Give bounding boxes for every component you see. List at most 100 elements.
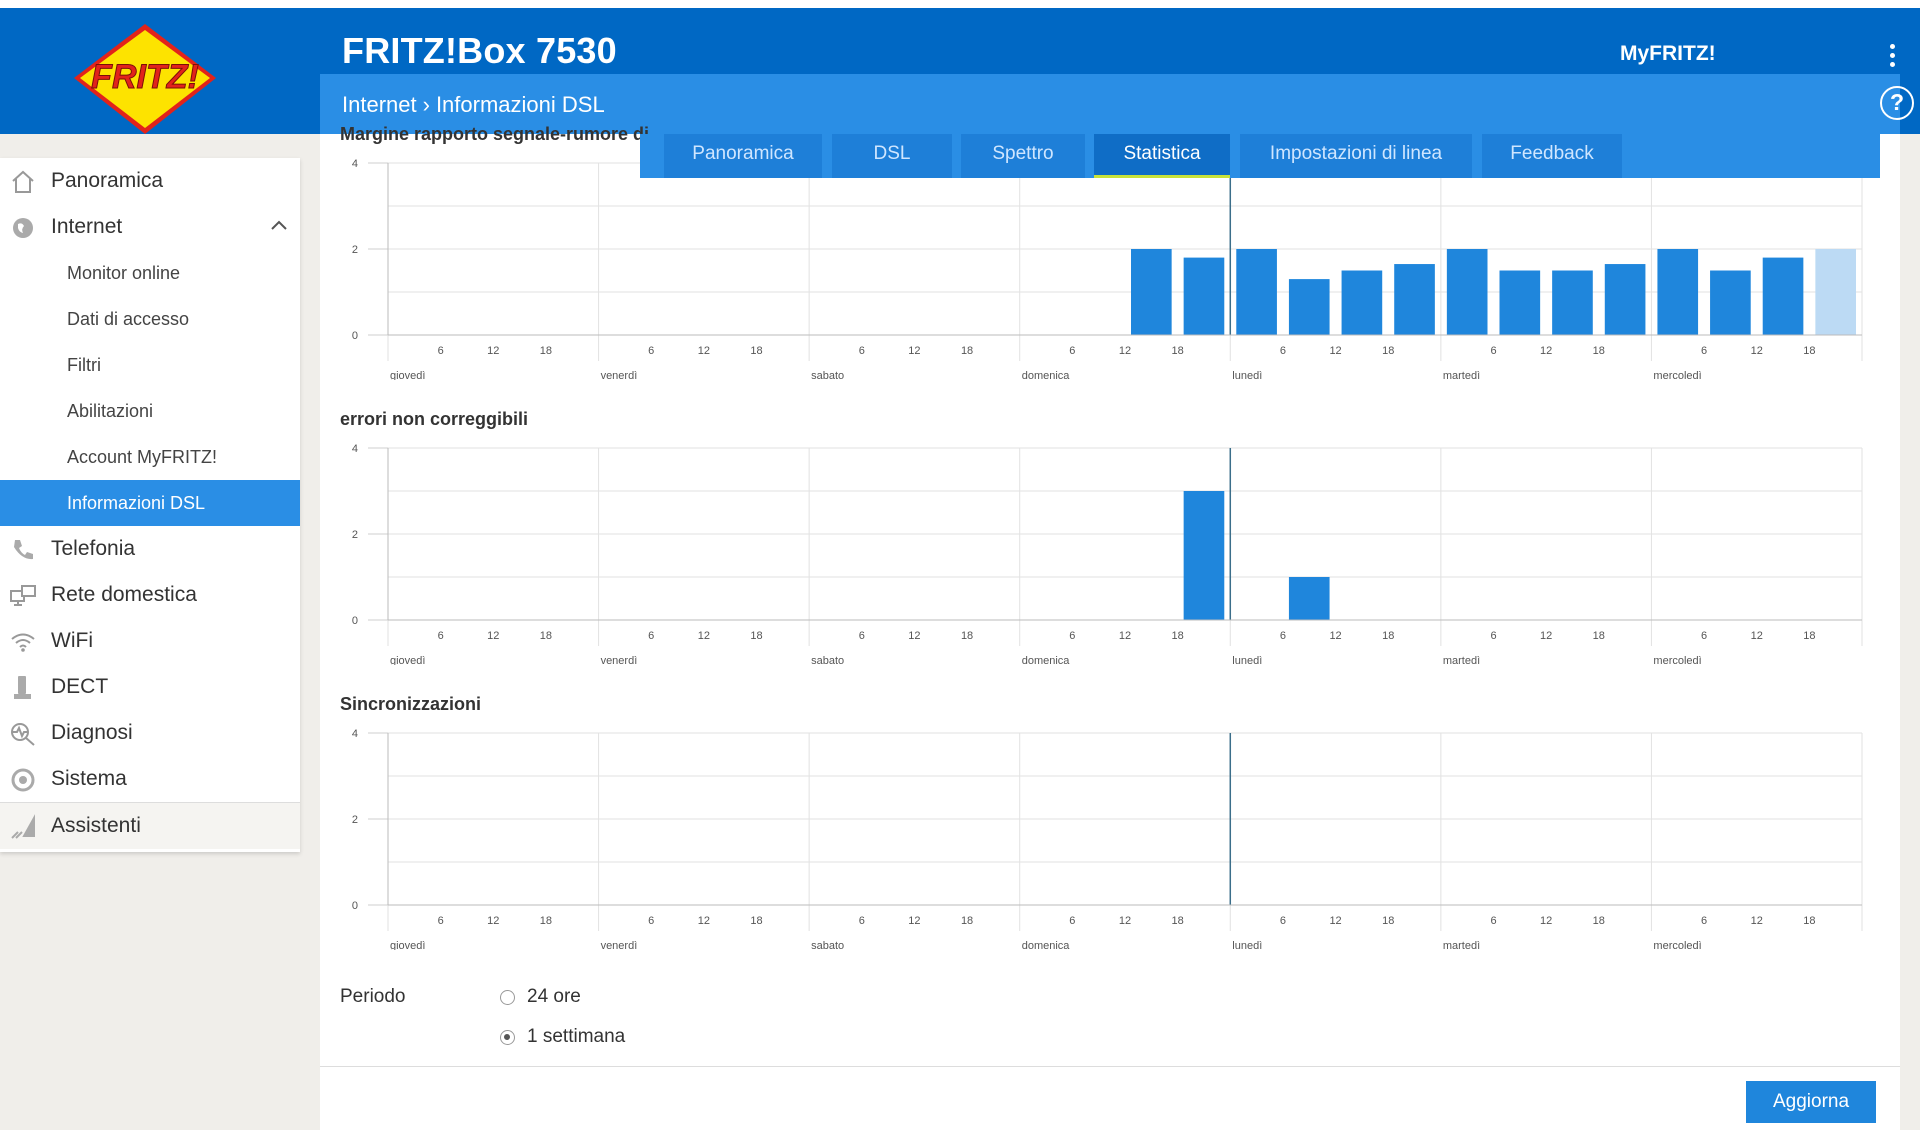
- sidebar-subitem-dati-di-accesso[interactable]: Dati di accesso: [67, 309, 190, 329]
- x-day-label: giovedì: [390, 370, 425, 380]
- chart-bar: [1131, 249, 1172, 335]
- sidebar-subitem-monitor-online[interactable]: Monitor online: [67, 263, 181, 283]
- phone-icon: [14, 540, 33, 560]
- y-tick-label: 2: [352, 814, 358, 826]
- sidebar-subitem-filtri[interactable]: Filtri: [67, 355, 101, 375]
- update-button[interactable]: Aggiorna: [1746, 1081, 1876, 1123]
- more-menu-icon[interactable]: [1890, 44, 1896, 70]
- chart-bar: [1341, 270, 1383, 335]
- x-hour-tick-label: 18: [1803, 345, 1815, 357]
- x-hour-tick-label: 18: [1382, 915, 1394, 927]
- tab-statistica[interactable]: Statistica: [1094, 134, 1230, 178]
- x-day-label: sabato: [811, 655, 844, 665]
- chart-title-snr: Margine rapporto segnale-rumore di: [340, 124, 650, 144]
- x-hour-tick-label: 12: [1540, 915, 1552, 927]
- sidebar-item-diagnosi[interactable]: Diagnosi: [0, 710, 300, 756]
- x-hour-tick-label: 6: [438, 630, 444, 642]
- x-hour-tick-label: 18: [540, 345, 552, 357]
- x-hour-tick-label: 12: [1329, 915, 1341, 927]
- wizard-icon: [11, 814, 35, 839]
- x-day-label: mercoledì: [1653, 940, 1701, 950]
- home-icon: [12, 170, 34, 193]
- x-day-label: martedì: [1443, 940, 1480, 950]
- top-strip: [0, 0, 1920, 8]
- sidebar-item-assistenti[interactable]: Assistenti: [0, 803, 300, 849]
- x-hour-tick-label: 6: [648, 915, 654, 927]
- chevron-up-icon[interactable]: [270, 218, 288, 232]
- period-option-label: 24 ore: [527, 986, 581, 1007]
- footer-divider: [320, 1066, 1900, 1067]
- y-tick-label: 2: [352, 529, 358, 541]
- tab-feedback[interactable]: Feedback: [1482, 134, 1622, 178]
- tab-panoramica[interactable]: Panoramica: [664, 134, 822, 178]
- x-hour-tick-label: 6: [438, 915, 444, 927]
- sidebar-subitem-abilitazioni[interactable]: Abilitazioni: [67, 401, 154, 421]
- x-hour-tick-label: 12: [1751, 345, 1763, 357]
- sidebar-item-sistema[interactable]: Sistema: [0, 756, 300, 802]
- period-option-week[interactable]: 1 settimana: [500, 1026, 625, 1048]
- x-hour-tick-label: 12: [1751, 630, 1763, 642]
- x-day-label: martedì: [1443, 655, 1480, 665]
- x-day-label: sabato: [811, 370, 844, 380]
- x-hour-tick-label: 12: [487, 630, 499, 642]
- x-hour-tick-label: 18: [1382, 630, 1394, 642]
- x-day-label: sabato: [811, 940, 844, 950]
- sidebar-item-label: Telefonia: [51, 537, 136, 560]
- x-hour-tick-label: 6: [859, 915, 865, 927]
- sidebar-item-wifi[interactable]: WiFi: [0, 618, 300, 664]
- x-hour-tick-label: 6: [1701, 915, 1707, 927]
- x-hour-tick-label: 6: [1069, 345, 1075, 357]
- x-hour-tick-label: 12: [487, 345, 499, 357]
- x-hour-tick-label: 6: [1490, 915, 1496, 927]
- sidebar-subitem-account-myfritz[interactable]: Account MyFRITZ!: [67, 447, 218, 467]
- x-hour-tick-label: 6: [859, 630, 865, 642]
- sidebar-item-label: Panoramica: [51, 169, 164, 192]
- period-option-24h[interactable]: 24 ore: [500, 986, 581, 1008]
- x-hour-tick-label: 6: [1490, 345, 1496, 357]
- x-hour-tick-label: 18: [1172, 345, 1184, 357]
- sidebar-item-label: Diagnosi: [51, 721, 133, 744]
- tab-dsl[interactable]: DSL: [832, 134, 952, 178]
- tab-bar: Panoramica DSL Spettro Statistica Impost…: [640, 134, 1880, 178]
- sidebar-item-dect[interactable]: DECT: [0, 664, 300, 710]
- tab-spettro[interactable]: Spettro: [961, 134, 1085, 178]
- sidebar: Panoramica Internet Monitor online Dati …: [0, 158, 300, 852]
- network-icon: [10, 585, 36, 606]
- x-hour-tick-label: 18: [540, 915, 552, 927]
- sidebar-item-panoramica[interactable]: Panoramica: [0, 158, 300, 204]
- x-hour-tick-label: 12: [1540, 630, 1552, 642]
- x-hour-tick-label: 12: [908, 345, 920, 357]
- chart-bar: [1499, 270, 1541, 335]
- radio-week[interactable]: [500, 1029, 515, 1045]
- x-day-label: domenica: [1022, 940, 1071, 950]
- x-day-label: mercoledì: [1653, 370, 1701, 380]
- chart-bar: [1288, 279, 1330, 335]
- sidebar-subitem-informazioni-dsl[interactable]: Informazioni DSL: [0, 480, 300, 526]
- x-hour-tick-label: 18: [1172, 915, 1184, 927]
- breadcrumb-parent[interactable]: Internet: [342, 92, 417, 117]
- y-tick-label: 0: [352, 900, 358, 912]
- myfritz-link[interactable]: MyFRITZ!: [1620, 42, 1716, 65]
- help-icon[interactable]: ?: [1880, 86, 1914, 120]
- x-hour-tick-label: 6: [1069, 630, 1075, 642]
- chart-bar: [1183, 491, 1225, 620]
- sidebar-item-label: Rete domestica: [51, 583, 197, 606]
- x-hour-tick-label: 12: [1119, 630, 1131, 642]
- sidebar-item-telefonia[interactable]: Telefonia: [0, 526, 300, 572]
- sidebar-item-rete-domestica[interactable]: Rete domestica: [0, 572, 300, 618]
- fritz-logo[interactable]: FRITZ!: [70, 22, 220, 136]
- x-day-label: lunedì: [1232, 940, 1262, 950]
- x-hour-tick-label: 18: [1593, 915, 1605, 927]
- sidebar-item-label: Sistema: [51, 767, 127, 790]
- radio-24h[interactable]: [500, 989, 515, 1005]
- x-hour-tick-label: 6: [1280, 915, 1286, 927]
- x-hour-tick-label: 18: [961, 345, 973, 357]
- sidebar-item-label: DECT: [51, 675, 109, 698]
- x-hour-tick-label: 6: [859, 345, 865, 357]
- tab-impostazioni-di-linea[interactable]: Impostazioni di linea: [1240, 134, 1472, 178]
- sidebar-item-internet[interactable]: Internet: [0, 204, 300, 250]
- breadcrumb-bar: Internet › Informazioni DSL ?: [320, 74, 1914, 134]
- x-day-label: martedì: [1443, 370, 1480, 380]
- x-day-label: lunedì: [1232, 655, 1262, 665]
- chart-synchronizations: 0 2 4 6 12 18 giovedì 6 12 18 venerdì 6 12 18 sabato 6 1…: [352, 728, 1863, 950]
